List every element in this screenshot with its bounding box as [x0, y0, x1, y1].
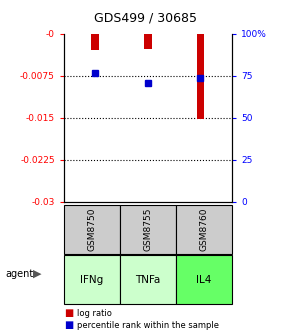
- Text: ■: ■: [64, 308, 73, 318]
- Text: IL4: IL4: [196, 275, 212, 285]
- Text: log ratio: log ratio: [77, 309, 112, 318]
- Text: GDS499 / 30685: GDS499 / 30685: [93, 12, 197, 25]
- Bar: [144, 34, 152, 49]
- Text: GSM8750: GSM8750: [87, 208, 96, 251]
- Text: ■: ■: [64, 320, 73, 330]
- Text: percentile rank within the sample: percentile rank within the sample: [77, 321, 219, 330]
- Text: TNFa: TNFa: [135, 275, 161, 285]
- Text: GSM8755: GSM8755: [143, 208, 153, 251]
- Text: agent: agent: [6, 269, 34, 279]
- Text: GSM8760: GSM8760: [200, 208, 209, 251]
- Bar: [197, 34, 204, 119]
- Text: ▶: ▶: [33, 269, 42, 279]
- Text: IFNg: IFNg: [80, 275, 104, 285]
- Bar: [91, 34, 99, 50]
